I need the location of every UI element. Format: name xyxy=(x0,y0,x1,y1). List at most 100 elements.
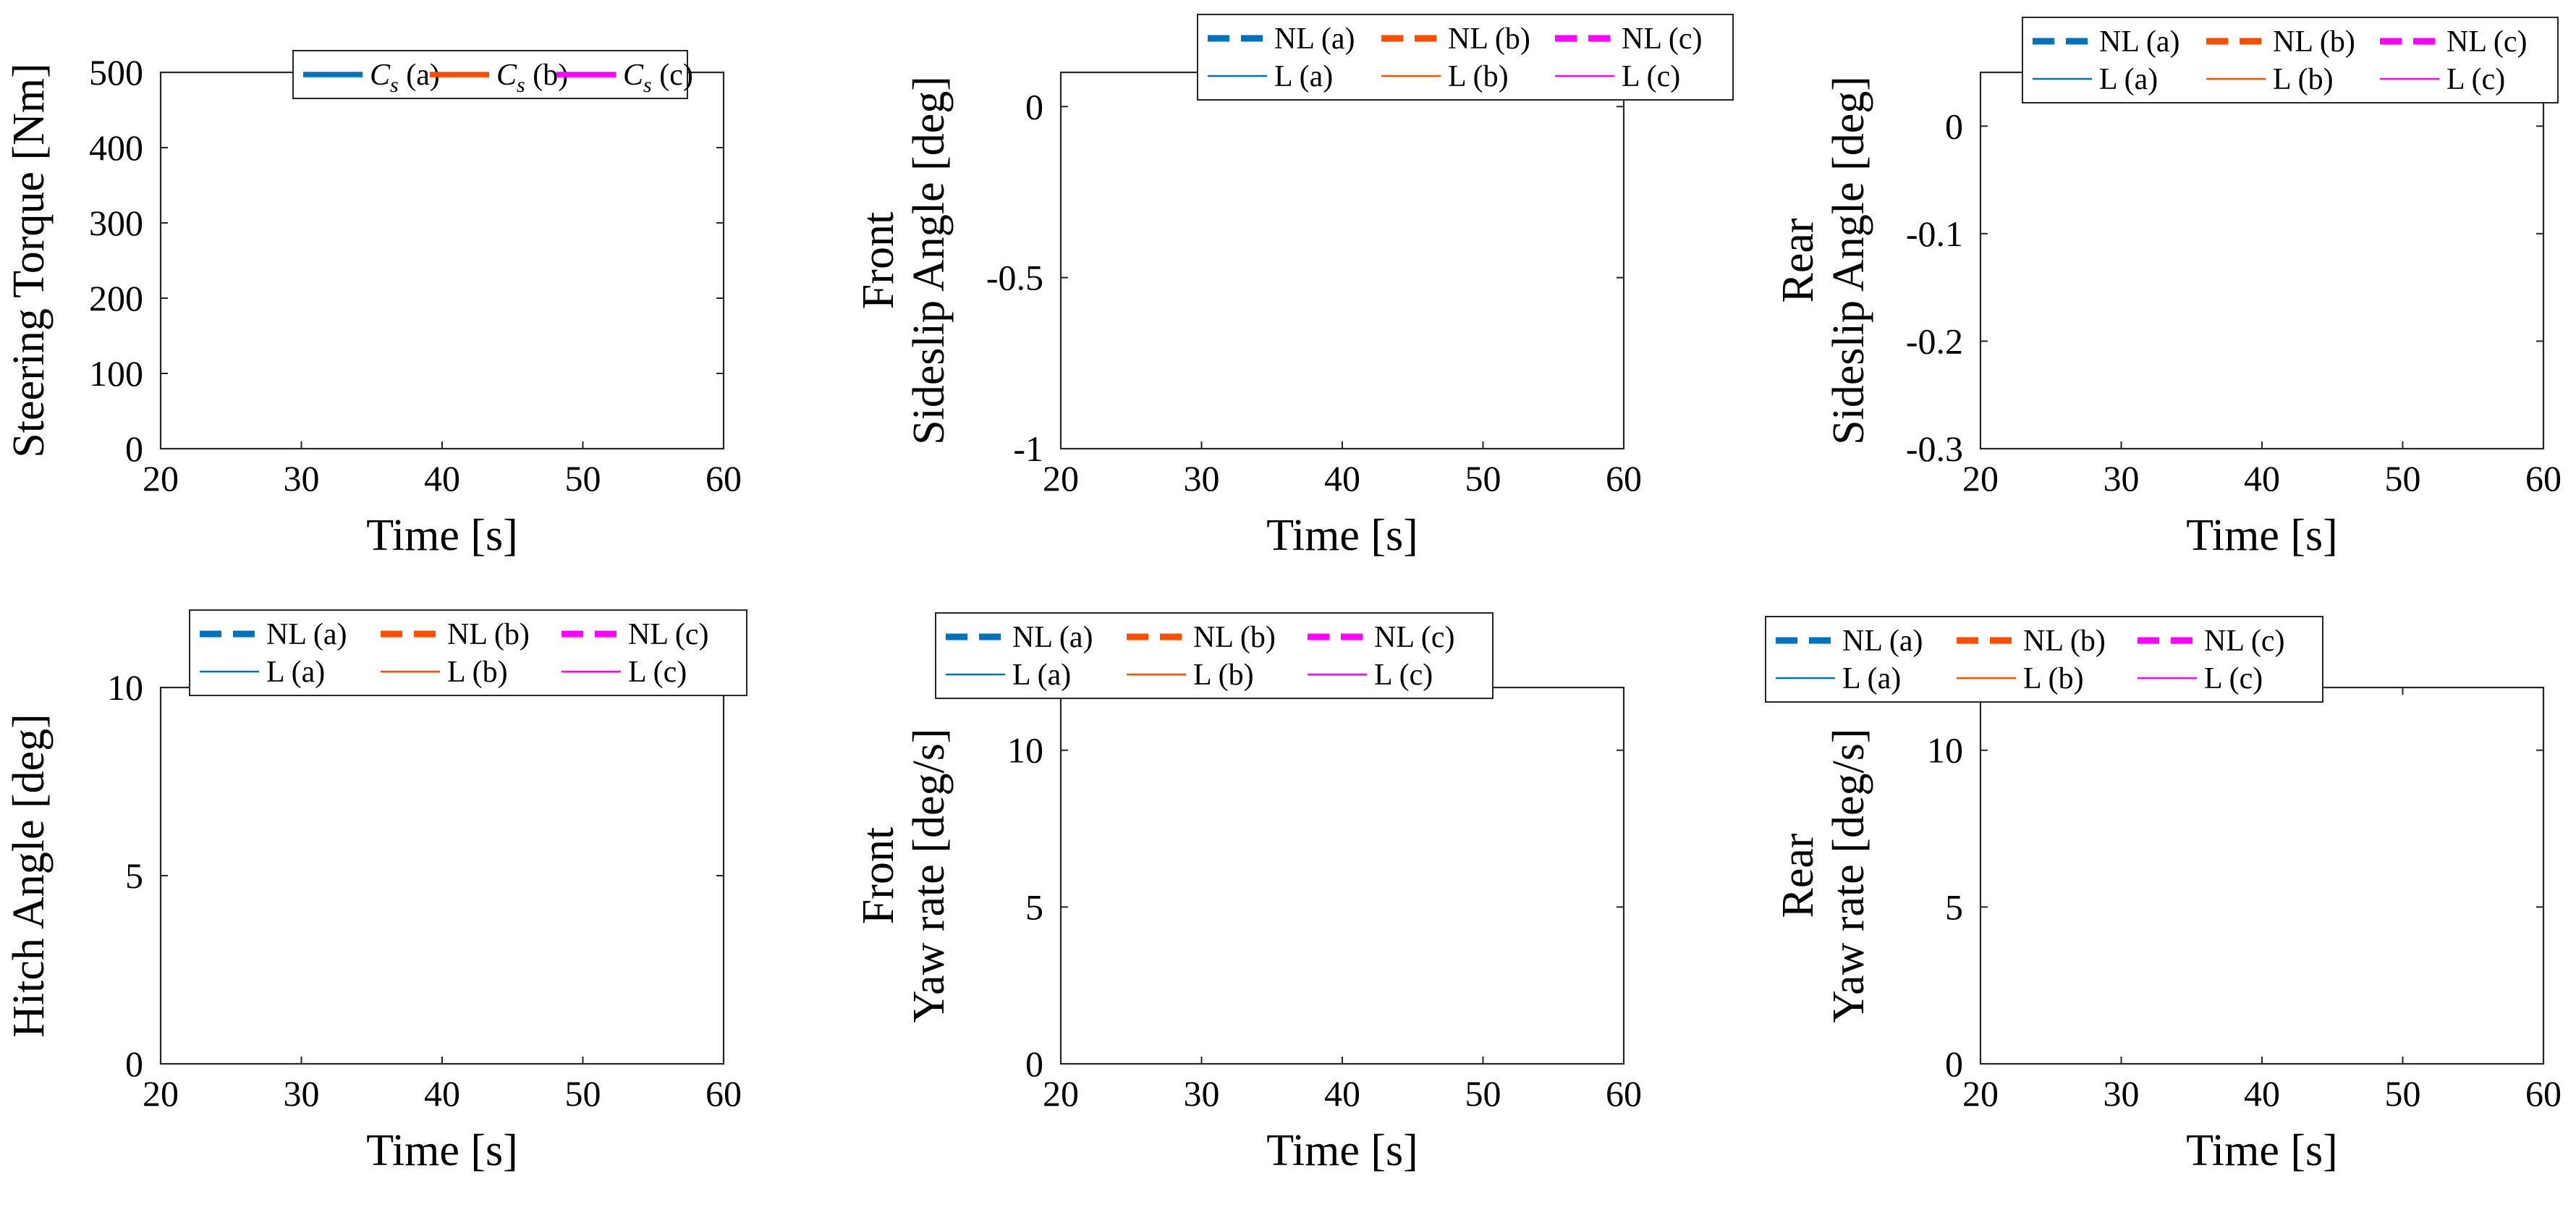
legend: NL (a) NL (b) NL (c) L (a) L (b) L (c) xyxy=(1765,616,2323,703)
axes-frame xyxy=(1059,71,1625,450)
y-tick-label: -0.3 xyxy=(1906,428,1963,469)
x-tick-label: 50 xyxy=(2385,458,2421,499)
legend-label: NL (a) xyxy=(2099,25,2180,59)
legend-label: L (b) xyxy=(1193,659,1254,692)
legend-label-main: C xyxy=(623,59,644,92)
legend-label: L (c) xyxy=(2204,662,2263,695)
axes-frame xyxy=(1059,686,1625,1065)
legend-item: NL (a) xyxy=(1208,22,1355,56)
legend-item: L (b) xyxy=(2206,63,2334,96)
legend-label: L (c) xyxy=(1374,659,1433,692)
y-axis-label: Rear xyxy=(1774,218,1823,302)
x-tick-label: 50 xyxy=(2385,1073,2421,1114)
x-tick-label: 60 xyxy=(706,1073,742,1114)
y-tick-label: 0 xyxy=(1025,86,1043,127)
legend-label: NL (a) xyxy=(1012,621,1093,654)
y-tick-label: 0 xyxy=(125,428,143,469)
legend-item: L (c) xyxy=(2138,662,2263,695)
y-tick-label: -0.5 xyxy=(986,258,1043,298)
x-axis-label: Time [s] xyxy=(366,511,518,560)
legend-label: Cs (c) xyxy=(623,59,693,97)
y-tick-label: 0 xyxy=(1945,1044,1963,1084)
legend: NL (a) NL (b) NL (c) L (a) L (b) L (c) xyxy=(2022,17,2559,103)
y-tick-label: 5 xyxy=(1945,887,1963,927)
legend-item: NL (a) xyxy=(2033,25,2180,59)
axes-frame xyxy=(1979,686,2545,1065)
legend-box xyxy=(189,609,747,696)
legend-label-sub: s xyxy=(390,73,399,97)
legend-item: L (b) xyxy=(1381,60,1509,93)
x-tick-label: 30 xyxy=(284,458,320,499)
y-tick-label: 100 xyxy=(89,353,143,394)
x-tick-label: 40 xyxy=(1324,458,1360,499)
x-axis-label: Time [s] xyxy=(2186,1126,2338,1175)
x-tick-label: 40 xyxy=(424,1073,460,1114)
chart-hitch-angle: 20 30 40 50 60 0 5 10 Time [s] Hitch Angle [deg] N… xyxy=(4,609,747,1175)
y-axis-label: Rear xyxy=(1774,833,1823,918)
x-axis-label: Time [s] xyxy=(1266,1126,1418,1175)
legend-item: NL (c) xyxy=(1555,22,1703,56)
legend-label: L (c) xyxy=(1622,60,1680,93)
x-tick-label: 60 xyxy=(706,458,742,499)
legend-label: NL (a) xyxy=(1274,22,1355,56)
y-tick-label: 500 xyxy=(89,52,143,93)
chart-rear-yaw-rate: 20 30 40 50 60 0 5 10 Time [s] Rear Yaw rate [deg/… xyxy=(1765,616,2562,1175)
legend-item: L (c) xyxy=(1308,659,1433,692)
y-tick-label: 0 xyxy=(1025,1044,1043,1084)
legend-item: NL (b) xyxy=(1957,625,2106,658)
legend-label: L (a) xyxy=(1012,659,1071,692)
y-tick-label: 10 xyxy=(1007,730,1043,771)
x-tick-label: 50 xyxy=(1465,458,1501,499)
legend-label-main: C xyxy=(370,59,391,92)
legend-label: L (a) xyxy=(1842,662,1901,695)
y-tick-label: 10 xyxy=(1927,730,1963,771)
legend-label-sub: s xyxy=(517,73,525,97)
x-tick-label: 60 xyxy=(1606,1073,1642,1114)
legend-label: NL (b) xyxy=(1193,621,1276,654)
y-tick-label: -0.1 xyxy=(1906,213,1963,254)
y-tick-label: 10 xyxy=(107,667,143,708)
legend-label: NL (c) xyxy=(628,618,709,651)
x-tick-label: 20 xyxy=(143,458,179,499)
legend-item: NL (c) xyxy=(2380,25,2528,59)
x-tick-label: 60 xyxy=(2525,1073,2562,1114)
legend-item: NL (b) xyxy=(1127,621,1276,654)
y-tick-label: 5 xyxy=(125,855,143,896)
legend-item: NL (b) xyxy=(2206,25,2355,59)
legend: NL (a) NL (b) NL (c) L (a) L (b) L (c) xyxy=(1197,14,1734,101)
legend-item: NL (a) xyxy=(200,618,347,651)
y-axis-label: Yaw rate [deg/s] xyxy=(904,729,954,1023)
legend-item: NL (b) xyxy=(381,618,530,651)
legend-box xyxy=(1197,14,1734,101)
y-tick-label: 0 xyxy=(1945,106,1963,146)
y-axis-label: Yaw rate [deg/s] xyxy=(1824,729,1873,1023)
legend-label: L (c) xyxy=(628,656,687,689)
legend-item: L (c) xyxy=(1555,60,1680,93)
legend-label: L (a) xyxy=(2099,63,2158,96)
chart-front-sideslip: 20 30 40 50 60 -1 -0.5 0 Time [s] Front Sideslip A… xyxy=(854,14,1734,560)
legend: NL (a) NL (b) NL (c) L (a) L (b) L (c) xyxy=(189,609,747,696)
legend-label: L (c) xyxy=(2446,63,2505,96)
legend-label: NL (b) xyxy=(2273,25,2355,59)
y-tick-label: 0 xyxy=(125,1044,143,1084)
legend-label: Cs (b) xyxy=(496,59,568,97)
legend-item: L (b) xyxy=(1127,659,1254,692)
x-tick-label: 30 xyxy=(2103,458,2140,499)
legend-item: L (a) xyxy=(1208,60,1333,93)
y-tick-label: 300 xyxy=(89,203,143,243)
legend-item: NL (b) xyxy=(1381,22,1530,56)
y-axis-label: Sideslip Angle [deg] xyxy=(904,76,954,445)
y-axis-label: Steering Torque [Nm] xyxy=(4,63,54,458)
legend-label: L (b) xyxy=(2023,662,2084,695)
chart-rear-sideslip: 20 30 40 50 60 -0.3 -0.2 -0.1 0 Time [s] Rear Sides… xyxy=(1774,17,2562,560)
legend-label: L (b) xyxy=(1448,60,1509,93)
x-tick-label: 20 xyxy=(1962,1073,1999,1114)
y-tick-label: 5 xyxy=(1025,887,1043,927)
y-tick-label: -1 xyxy=(1013,428,1043,469)
y-tick-label: 200 xyxy=(89,278,143,318)
legend-item: NL (c) xyxy=(562,618,709,651)
x-axis-label: Time [s] xyxy=(2186,511,2338,560)
axes-frame xyxy=(159,71,725,450)
legend-label: L (b) xyxy=(447,656,508,689)
legend-box xyxy=(935,612,1494,699)
